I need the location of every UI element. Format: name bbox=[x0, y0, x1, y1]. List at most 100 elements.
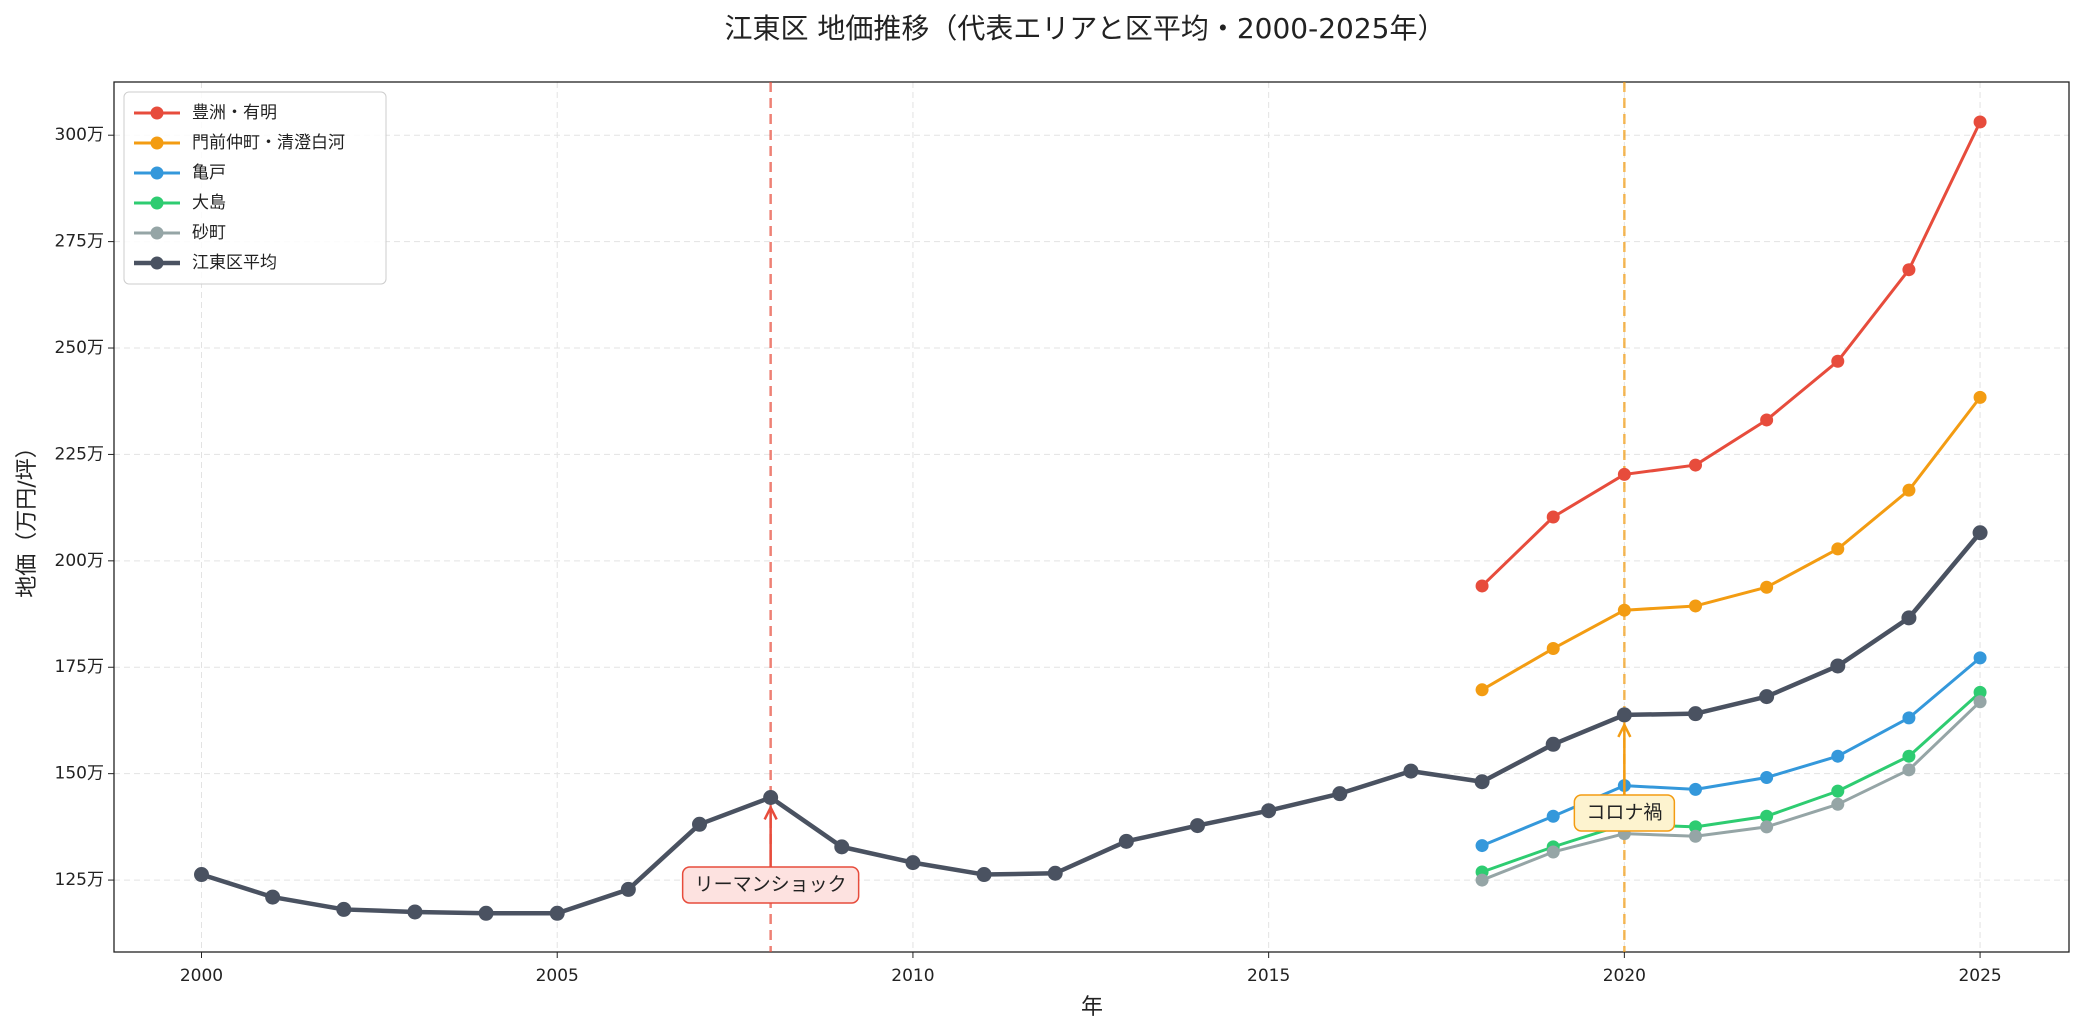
legend-label: 大島 bbox=[192, 193, 226, 213]
data-point bbox=[1261, 803, 1277, 819]
x-tick-label: 2015 bbox=[1247, 966, 1290, 986]
data-point bbox=[1689, 458, 1703, 472]
data-point bbox=[1546, 510, 1560, 524]
data-point bbox=[1475, 873, 1489, 887]
legend-marker bbox=[150, 226, 164, 240]
data-point bbox=[1973, 695, 1987, 709]
legend-marker bbox=[150, 166, 164, 180]
data-point bbox=[478, 905, 494, 921]
data-point bbox=[1902, 763, 1916, 777]
y-tick-label: 125万 bbox=[55, 870, 104, 890]
data-point bbox=[1689, 599, 1703, 613]
annotation-box bbox=[681, 866, 860, 904]
data-point bbox=[1546, 809, 1560, 823]
data-point bbox=[1475, 579, 1489, 593]
legend-marker bbox=[150, 196, 164, 210]
legend-label: 亀戸 bbox=[192, 163, 226, 183]
y-tick-label: 250万 bbox=[55, 338, 104, 358]
x-axis-label: 年 bbox=[1081, 995, 1103, 1020]
data-point bbox=[407, 904, 423, 920]
x-tick-label: 2025 bbox=[1958, 966, 2001, 986]
data-point bbox=[1760, 413, 1774, 427]
y-tick-label: 150万 bbox=[55, 764, 104, 784]
data-point bbox=[1545, 736, 1561, 752]
series-line bbox=[1481, 656, 1982, 847]
data-point bbox=[1760, 820, 1774, 834]
data-point bbox=[1118, 833, 1134, 849]
y-axis-label: 地価（万円/坪） bbox=[15, 436, 40, 597]
series-line bbox=[1481, 121, 1982, 588]
annotation-arrowhead bbox=[763, 804, 778, 821]
data-point bbox=[1689, 782, 1703, 796]
data-point bbox=[763, 789, 779, 805]
y-tick-label: 300万 bbox=[55, 125, 104, 145]
y-tick-label: 175万 bbox=[55, 657, 104, 677]
chart-title: 江東区 地価推移（代表エリアと区平均・2000-2025年） bbox=[725, 12, 1446, 45]
data-point bbox=[620, 881, 636, 897]
data-point bbox=[976, 867, 992, 883]
data-point bbox=[1474, 774, 1490, 790]
data-point bbox=[194, 867, 210, 883]
data-point bbox=[1760, 770, 1774, 784]
annotation-arrowhead bbox=[1617, 722, 1632, 738]
data-point bbox=[1973, 685, 1987, 699]
data-point bbox=[336, 901, 352, 917]
data-point bbox=[1689, 829, 1703, 843]
y-tick-label: 225万 bbox=[55, 444, 104, 464]
series-line bbox=[200, 531, 1982, 916]
data-point bbox=[1901, 610, 1917, 626]
data-point bbox=[1760, 580, 1774, 594]
data-point bbox=[1831, 784, 1845, 798]
data-point bbox=[1830, 658, 1846, 674]
data-point bbox=[1475, 683, 1489, 697]
series-line bbox=[1481, 396, 1982, 692]
annotation-text: コロナ禍 bbox=[1586, 802, 1662, 824]
data-point bbox=[1689, 820, 1703, 834]
data-point bbox=[549, 905, 565, 921]
x-tick-label: 2005 bbox=[536, 966, 579, 986]
legend-marker bbox=[150, 256, 164, 270]
data-point bbox=[265, 889, 281, 905]
data-point bbox=[1902, 711, 1916, 725]
data-point bbox=[1190, 818, 1206, 834]
series-line bbox=[1481, 700, 1982, 882]
legend-marker bbox=[150, 136, 164, 150]
data-point bbox=[1902, 749, 1916, 763]
legend-label: 門前仲町・清澄白河 bbox=[192, 133, 345, 153]
data-point bbox=[1831, 354, 1845, 368]
x-tick-label: 2020 bbox=[1603, 966, 1646, 986]
series-line bbox=[1481, 691, 1982, 874]
annotation-text: リーマンショック bbox=[695, 874, 847, 896]
plot-frame bbox=[113, 81, 2070, 953]
data-point bbox=[1902, 263, 1916, 277]
data-point bbox=[1047, 865, 1063, 881]
data-point bbox=[1617, 467, 1631, 481]
data-point bbox=[1831, 749, 1845, 763]
data-point bbox=[1972, 525, 1988, 541]
legend-marker bbox=[150, 106, 164, 120]
data-point bbox=[1902, 483, 1916, 497]
data-point bbox=[834, 839, 850, 855]
data-point bbox=[1759, 689, 1775, 705]
data-point bbox=[1831, 797, 1845, 811]
y-tick-label: 200万 bbox=[55, 551, 104, 571]
data-point bbox=[1475, 839, 1489, 853]
legend-label: 砂町 bbox=[192, 223, 226, 243]
data-point bbox=[1616, 707, 1632, 723]
legend-label: 江東区平均 bbox=[192, 253, 277, 273]
data-point bbox=[1973, 651, 1987, 665]
data-point bbox=[692, 816, 708, 832]
data-point bbox=[1831, 542, 1845, 556]
y-tick-label: 275万 bbox=[55, 232, 104, 252]
data-point bbox=[1973, 390, 1987, 404]
data-point bbox=[1403, 763, 1419, 779]
data-point bbox=[1688, 706, 1704, 722]
x-tick-label: 2010 bbox=[891, 966, 934, 986]
data-point bbox=[1760, 809, 1774, 823]
data-point bbox=[905, 855, 921, 871]
data-point bbox=[1617, 603, 1631, 617]
legend-box bbox=[123, 91, 387, 285]
legend-label: 豊洲・有明 bbox=[192, 103, 277, 123]
data-point bbox=[1546, 642, 1560, 656]
